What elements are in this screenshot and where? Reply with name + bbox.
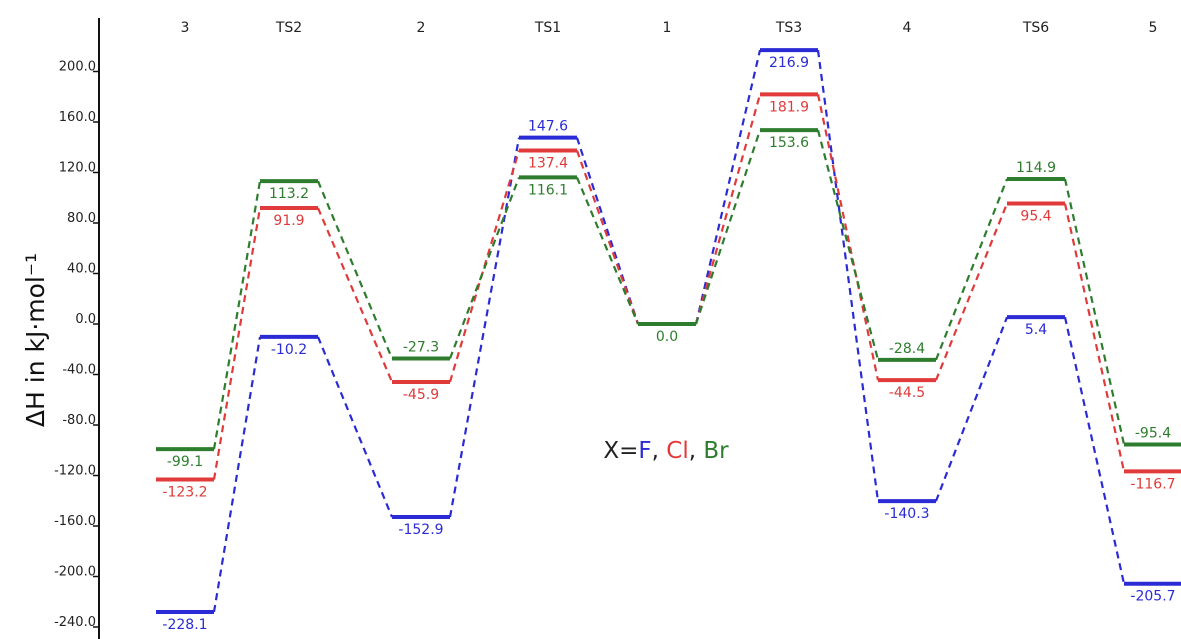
category-label: 3 — [181, 20, 190, 36]
value-label-Cl: -45.9 — [403, 387, 439, 403]
category-label: TS3 — [775, 20, 802, 36]
value-label-Cl: -44.5 — [889, 385, 925, 401]
value-label-F: -10.2 — [271, 342, 307, 358]
connector-Br — [316, 180, 394, 359]
y-axis: 200.0 160.0 120.0 80.0 40.0 0.0 -40.0 -80.0 -120… — [54, 18, 100, 639]
category-label: 4 — [903, 20, 912, 36]
legend-prefix: X= — [603, 438, 638, 464]
y-tick-label: -240.0 — [54, 615, 96, 630]
value-label-Br: -99.1 — [167, 454, 203, 470]
value-label-Br: 116.1 — [528, 182, 568, 198]
value-label-Cl: 91.9 — [273, 213, 304, 229]
y-axis-label: ΔH in kJ·mol⁻¹ — [21, 253, 50, 427]
connector-Br — [934, 178, 1009, 361]
connector-Br — [448, 177, 521, 359]
legend-entry: Br — [703, 438, 729, 464]
connector-F — [212, 336, 262, 613]
legend-entry: F — [638, 438, 651, 464]
value-label-Cl: 181.9 — [769, 99, 809, 115]
value-label-Cl: 137.4 — [528, 156, 568, 172]
category-labels: 3 TS2 2 TS1 1 TS3 4 TS6 5 — [181, 20, 1158, 36]
value-label-F: -152.9 — [398, 522, 443, 538]
connector-Br — [575, 177, 640, 325]
connector-F — [316, 336, 394, 518]
connector-F — [934, 316, 1009, 502]
value-label-Br: 113.2 — [269, 186, 309, 202]
category-label: TS2 — [275, 20, 302, 36]
connector-Cl — [316, 207, 394, 383]
connector-F — [575, 137, 640, 325]
y-tick-label: 160.0 — [59, 110, 96, 125]
value-label-Br: 153.6 — [769, 135, 809, 151]
y-tick-label: 120.0 — [59, 161, 96, 176]
connector-Cl — [575, 150, 640, 325]
value-label-Cl: 95.4 — [1020, 209, 1051, 225]
value-label-F: -205.7 — [1130, 589, 1175, 605]
category-label: 1 — [663, 20, 672, 36]
category-label: TS6 — [1022, 20, 1049, 36]
legend-entry: Cl — [666, 438, 688, 464]
value-label-F: 5.4 — [1025, 322, 1047, 338]
value-label-Br: -28.4 — [889, 341, 925, 357]
connector-Br — [816, 129, 880, 361]
value-label-Br: -27.3 — [403, 339, 439, 355]
value-label-F: -228.1 — [162, 617, 207, 633]
connector-Br — [212, 180, 262, 450]
connector-Br — [1063, 178, 1126, 445]
category-label: 5 — [1149, 20, 1158, 36]
connector-Br — [694, 129, 762, 325]
y-tick-label: 200.0 — [59, 60, 96, 75]
connector-F — [1063, 316, 1126, 584]
value-label-F: -140.3 — [884, 506, 929, 522]
value-label-Cl: -123.2 — [162, 485, 207, 501]
category-label: 2 — [417, 20, 426, 36]
legend-entry: , — [689, 438, 704, 464]
value-label-F: 147.6 — [528, 119, 568, 135]
connector-Cl — [934, 203, 1009, 381]
connector-F — [694, 49, 762, 325]
connector-Cl — [1063, 203, 1126, 472]
y-tick-label: -160.0 — [54, 514, 96, 529]
y-tick-label: -80.0 — [62, 413, 96, 428]
y-tick-label: -120.0 — [54, 464, 96, 479]
legend-entry: , — [652, 438, 667, 464]
connector-F — [816, 50, 880, 502]
y-tick-label: 80.0 — [67, 211, 96, 226]
energy-levels — [156, 48, 1181, 614]
connector-lines — [212, 49, 1126, 613]
connector-Cl — [212, 207, 262, 480]
category-label: TS1 — [534, 20, 561, 36]
y-tick-label: -200.0 — [54, 565, 96, 580]
value-label-Cl: -116.7 — [1130, 476, 1175, 492]
value-label-Br: -95.4 — [1135, 425, 1171, 441]
value-label-F: 216.9 — [769, 55, 809, 71]
connector-Cl — [816, 94, 880, 381]
value-label-Br: 114.9 — [1016, 160, 1056, 176]
value-label-Br: 0.0 — [656, 329, 678, 345]
legend: X=F, Cl, Br — [603, 438, 729, 464]
connector-F — [448, 137, 521, 518]
value-labels: -228.1 -10.2 -152.9 147.6 216.9 -140.3 5.4 -205… — [162, 55, 1175, 633]
connector-Cl — [694, 94, 762, 325]
y-tick-label: 40.0 — [67, 262, 96, 277]
y-tick-label: 0.0 — [75, 312, 96, 327]
y-tick-label: -40.0 — [62, 363, 96, 378]
